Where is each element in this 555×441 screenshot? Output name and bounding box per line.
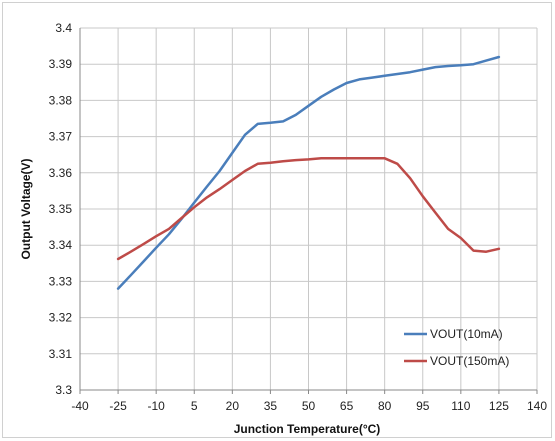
legend-label-150ma: VOUT(150mA): [430, 354, 509, 368]
x-tick-label: 125: [489, 399, 509, 413]
legend: VOUT(10mA) VOUT(150mA): [404, 327, 509, 368]
x-tick-label: 140: [527, 399, 547, 413]
x-tick-label: 80: [378, 399, 392, 413]
x-tick-label: -25: [109, 399, 127, 413]
x-tick-label: 35: [264, 399, 278, 413]
x-tick-label: 65: [340, 399, 354, 413]
y-tick-label: 3.3: [55, 383, 72, 397]
x-tick-label: 110: [451, 399, 470, 413]
y-tick-label: 3.37: [49, 130, 73, 144]
legend-label-10ma: VOUT(10mA): [430, 327, 503, 341]
series-line-1: [116, 157, 501, 261]
y-tick-label: 3.35: [49, 202, 73, 216]
x-axis-title: Junction Temperature(°C): [234, 422, 381, 436]
y-tick-label: 3.34: [49, 238, 73, 252]
y-tick-label: 3.36: [49, 166, 73, 180]
x-axis-ticks: -40 -25 -10 5 20 35 50 65 80 95 110 125 140: [71, 399, 547, 413]
x-tick-label: 20: [226, 399, 240, 413]
y-tick-label: 3.4: [55, 21, 72, 35]
x-tick-label: -40: [71, 399, 89, 413]
y-tick-label: 3.38: [49, 93, 73, 107]
y-axis-title: Output Voltage(V): [19, 158, 33, 259]
x-tick-label: 50: [302, 399, 316, 413]
x-tick-label: -10: [147, 399, 165, 413]
series-group: [116, 55, 501, 290]
y-tick-label: 3.33: [49, 274, 73, 288]
y-tick-label: 3.32: [49, 311, 73, 325]
axis-lines: [79, 28, 538, 394]
y-axis-ticks: 3.3 3.31 3.32 3.33 3.34 3.35 3.36 3.37 3.38 3.39 3…: [49, 21, 73, 397]
y-tick-label: 3.39: [49, 57, 73, 71]
y-tick-label: 3.31: [49, 347, 73, 361]
x-tick-label: 5: [191, 399, 198, 413]
x-tick-label: 95: [416, 399, 430, 413]
